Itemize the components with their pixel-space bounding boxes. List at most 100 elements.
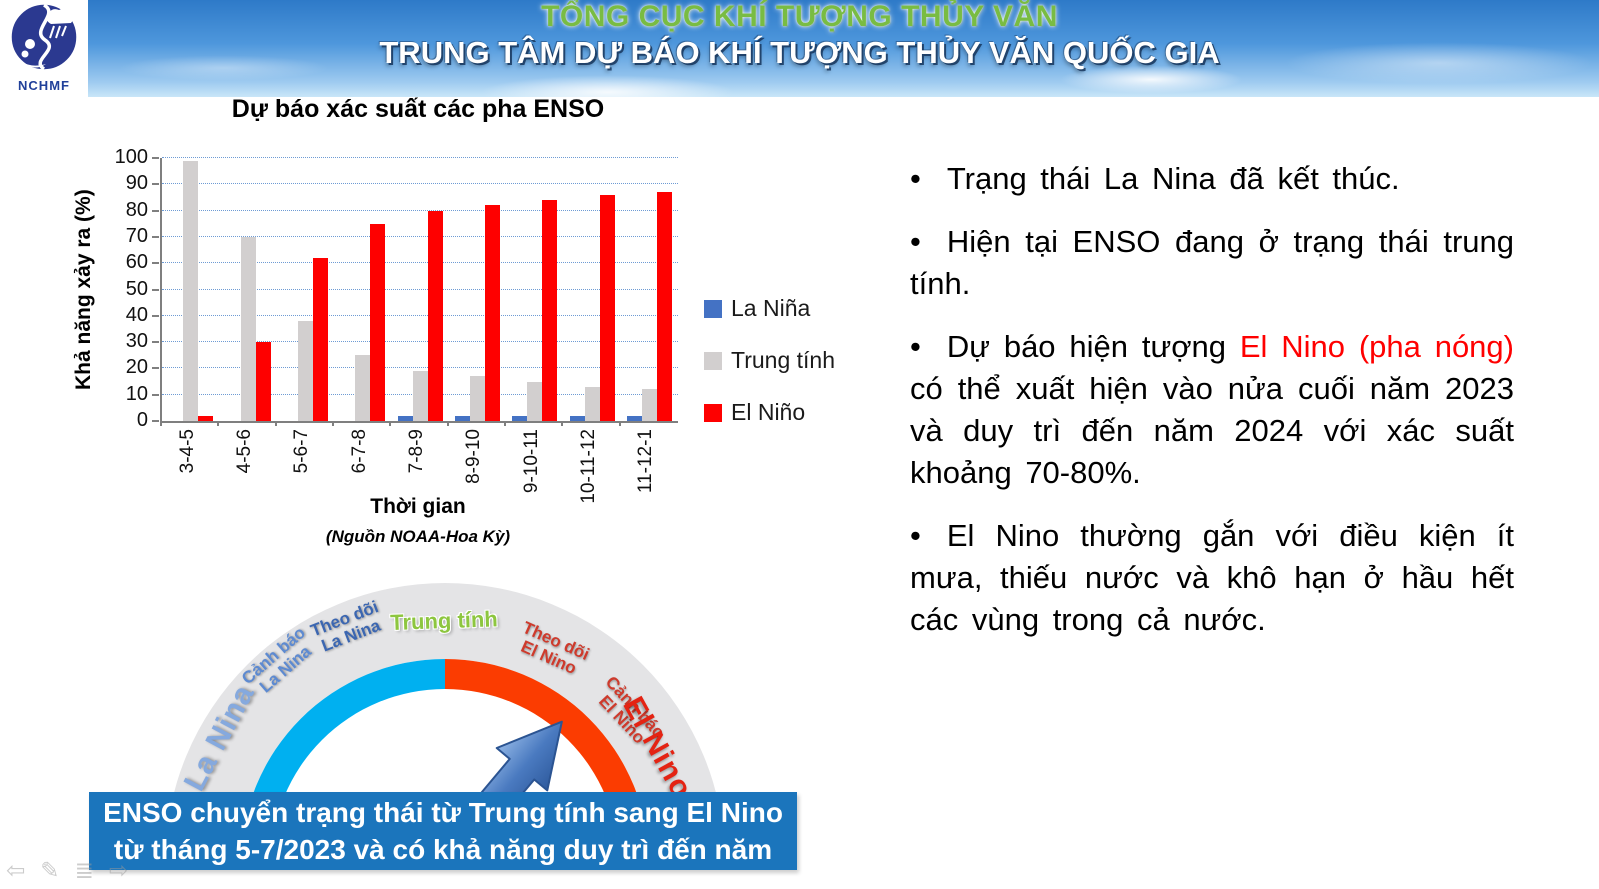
nchmf-logo-icon — [10, 3, 78, 71]
bar-trung-tính — [641, 389, 657, 421]
bar-el-niño — [198, 415, 214, 421]
y-tick-mark — [152, 157, 159, 159]
y-tick-label: 80 — [125, 198, 148, 221]
gridline — [162, 314, 678, 316]
bullet-text: Trạng thái La Nina đã kết thúc. — [946, 161, 1400, 196]
x-tick-mark — [332, 421, 334, 426]
next-slide-icon[interactable]: ⇨ — [108, 857, 129, 883]
bar-trung-tính — [355, 355, 371, 421]
y-tick-mark — [152, 183, 159, 186]
bar-la-niña — [626, 415, 642, 421]
x-tick-mark — [446, 421, 449, 426]
bar-trung-tính — [527, 381, 543, 421]
y-tick-mark — [152, 262, 159, 265]
bullet-text: Dự báo hiện tượng — [946, 329, 1240, 364]
legend-swatch-icon — [704, 299, 722, 318]
x-tick-mark — [274, 421, 277, 426]
x-axis-title: Thời gian — [370, 495, 466, 518]
x-tick-label: 10-11-12 — [578, 429, 599, 504]
gridline — [162, 183, 678, 185]
org-title: TỔNG CỤC KHÍ TƯỢNG THỦY VĂN — [541, 0, 1058, 33]
bar-el-niño — [484, 205, 500, 421]
gridline — [162, 262, 678, 264]
legend-label: El Niño — [731, 399, 806, 425]
bar-el-niño — [599, 194, 615, 421]
center-title: TRUNG TÂM DỰ BÁO KHÍ TƯỢNG THỦY VĂN QUỐC… — [379, 35, 1220, 70]
bullet-marker-icon: • — [910, 224, 921, 259]
bullet-paragraph: • El Nino thường gắn với điều kiện ít mưa… — [910, 515, 1514, 641]
bullet-text: El Nino thường gắn với điều kiện ít mưa,… — [910, 518, 1514, 637]
legend-label: La Niña — [731, 295, 811, 321]
bar-la-niña — [512, 415, 528, 421]
pen-icon[interactable]: ✎ — [40, 857, 60, 883]
bar-la-niña — [454, 415, 470, 421]
gridline — [162, 288, 678, 290]
chart-source: (Nguồn NOAA-Hoa Kỳ) — [325, 527, 511, 546]
enso-probability-chart: Dự báo xác suất các pha ENSO Khả năng xả… — [60, 95, 905, 560]
logo-text: NCHMF — [18, 78, 70, 93]
gauge-track — [165, 583, 725, 863]
bar-el-niño — [370, 223, 386, 421]
bullet-marker-icon: • — [910, 518, 921, 553]
y-tick-label: 90 — [125, 172, 148, 195]
gridline — [162, 341, 678, 343]
y-tick-mark — [152, 341, 159, 344]
x-tick-label: 8-9-10 — [463, 429, 485, 484]
y-tick-label: 40 — [125, 303, 148, 326]
x-tick-mark — [618, 421, 621, 426]
bar-trung-tính — [412, 371, 428, 421]
bar-la-niña — [569, 415, 585, 421]
x-tick-label: 4-5-6 — [234, 429, 255, 474]
y-tick-label: 30 — [125, 330, 148, 353]
y-tick-label: 60 — [125, 251, 148, 274]
y-tick-mark — [152, 393, 159, 396]
gridline — [162, 367, 678, 369]
bar-el-niño — [542, 200, 558, 421]
gridline — [162, 235, 678, 237]
legend-item: El Niño — [704, 399, 835, 426]
legend-item: La Niña — [704, 295, 835, 322]
legend-swatch-icon — [704, 403, 722, 422]
bar-el-niño — [656, 192, 672, 421]
y-tick-mark — [152, 420, 159, 422]
x-tick-label: 9-10-11 — [520, 429, 542, 494]
chart-title: Dự báo xác suất các pha ENSO — [231, 95, 605, 123]
x-tick-label: 11-12-1 — [635, 429, 657, 494]
menu-icon[interactable]: ≣ — [74, 857, 94, 883]
header-banner: TỔNG CỤC KHÍ TƯỢNG THỦY VĂN TRUNG TÂM DỰ… — [0, 0, 1599, 97]
y-tick-mark — [152, 314, 159, 317]
x-tick-mark — [504, 421, 506, 426]
bar-la-niña — [397, 415, 413, 421]
x-tick-mark — [160, 421, 162, 426]
logo: NCHMF — [0, 0, 88, 97]
x-tick-mark — [217, 421, 220, 426]
bar-trung-tính — [297, 321, 313, 421]
bullet-marker-icon: • — [910, 329, 921, 364]
x-tick-label: 5-6-7 — [291, 429, 313, 474]
bar-el-niño — [255, 342, 271, 421]
y-tick-mark — [152, 235, 159, 238]
bullet-paragraph: • Dự báo hiện tượng El Nino (pha nóng) có… — [910, 326, 1514, 494]
y-tick-mark — [152, 288, 159, 291]
bar-trung-tính — [469, 376, 485, 421]
y-tick-label: 0 — [136, 409, 148, 431]
bullet-paragraph: • Hiện tại ENSO đang ở trạng thái trung t… — [910, 221, 1514, 305]
previous-slide-icon[interactable]: ⇦ — [6, 857, 26, 883]
bar-el-niño — [427, 210, 443, 421]
slide-nav: ⇦ ✎ ≣ ⇨ — [6, 857, 128, 884]
y-tick-label: 70 — [125, 224, 148, 247]
chart-legend: La Niña Trung tính El Niño — [704, 295, 835, 451]
legend-item: Trung tính — [704, 347, 835, 374]
bar-trung-tính — [240, 236, 256, 421]
legend-swatch-icon — [704, 351, 722, 370]
bullet-text: El Nino (pha nóng) — [1239, 329, 1514, 364]
y-tick-label: 10 — [125, 382, 148, 405]
header-titles: TỔNG CỤC KHÍ TƯỢNG THỦY VĂN TRUNG TÂM DỰ… — [0, 0, 1599, 71]
y-tick-label: 100 — [114, 146, 148, 168]
gauge-label-trung-tính: Trung tính — [389, 606, 499, 635]
plot-area — [160, 157, 678, 423]
legend-label: Trung tính — [731, 347, 835, 373]
x-tick-mark — [389, 421, 392, 426]
x-tick-label: 3-4-5 — [176, 429, 198, 474]
